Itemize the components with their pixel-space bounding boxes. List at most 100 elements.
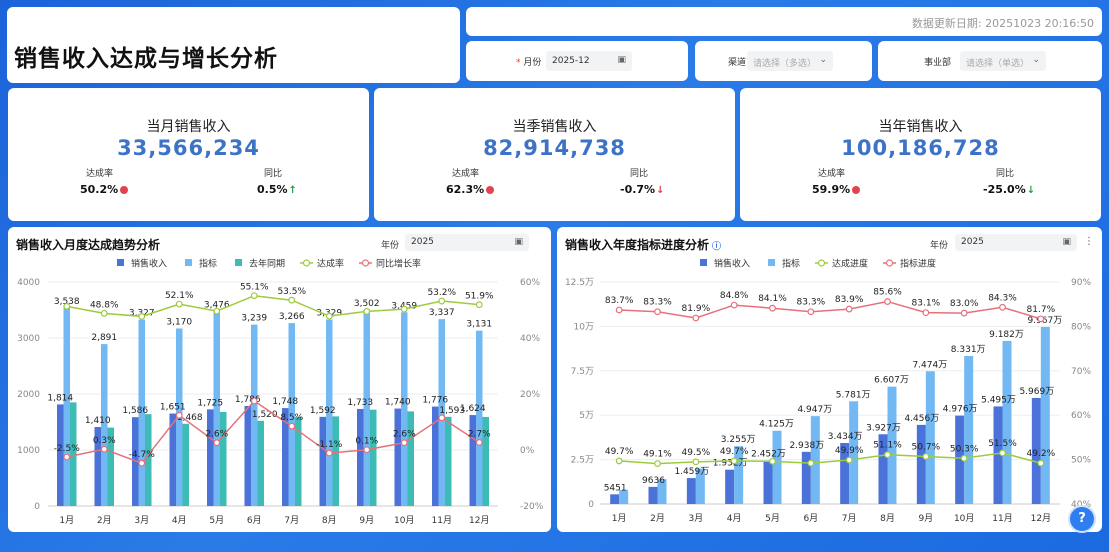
- data-label: 1,624: [460, 404, 486, 414]
- line-point: [845, 456, 853, 464]
- more-icon[interactable]: ⋮: [1084, 236, 1094, 247]
- data-label: 1,776: [422, 396, 448, 406]
- bar: [357, 408, 364, 506]
- bar: [207, 409, 214, 506]
- yoy-value: 0.5%↑: [257, 183, 297, 196]
- legend-swatch: [700, 259, 707, 266]
- x-tick: 5月: [209, 515, 224, 526]
- series-line: [619, 452, 1042, 465]
- bar: [326, 319, 333, 506]
- channel-select[interactable]: 请选择（多选） ⌄: [747, 51, 833, 71]
- line-point: [213, 439, 221, 447]
- legend-label: 达成进度: [832, 258, 868, 270]
- data-label: 8.5%: [280, 413, 303, 423]
- data-label: 3,337: [429, 308, 455, 318]
- bar: [282, 408, 289, 506]
- legend-swatch: [768, 259, 775, 266]
- y-tick-left: 2.5万: [571, 456, 594, 466]
- bar: [57, 404, 64, 506]
- rate-value: 50.2%: [80, 183, 129, 196]
- legend-label: 去年同期: [249, 258, 285, 270]
- line-point: [730, 301, 738, 309]
- x-tick: 9月: [359, 515, 374, 526]
- line-point: [769, 304, 776, 312]
- bar: [695, 468, 705, 504]
- bar: [438, 319, 445, 506]
- data-label: 1,468: [177, 413, 203, 423]
- data-label: 3.434万: [828, 432, 863, 442]
- info-icon: ⓘ: [712, 242, 722, 252]
- line-point: [363, 446, 371, 454]
- data-label: 2.452万: [751, 449, 786, 459]
- year-select[interactable]: 2025 ▣: [955, 234, 1077, 251]
- line-point: [730, 457, 738, 465]
- data-label: 84.1%: [758, 294, 787, 304]
- line-point: [615, 306, 623, 314]
- data-label: 3,266: [279, 312, 305, 322]
- line-point: [960, 309, 968, 317]
- bar: [432, 406, 439, 506]
- x-tick: 7月: [284, 515, 299, 526]
- data-label: 81.9%: [682, 304, 711, 314]
- data-label: 1,410: [85, 416, 111, 426]
- bar: [145, 414, 152, 506]
- unit-select[interactable]: 请选择（单选） ⌄: [960, 51, 1046, 71]
- data-label: 3,170: [166, 317, 192, 327]
- data-label: 1.932万: [713, 459, 748, 469]
- bar: [401, 312, 408, 506]
- data-label: 51.9%: [465, 292, 494, 302]
- bar: [840, 443, 850, 504]
- line-point: [63, 302, 71, 310]
- data-label: 2.7%: [468, 429, 491, 439]
- bar: [394, 408, 401, 506]
- help-icon[interactable]: ?: [1068, 505, 1096, 533]
- line-point: [884, 298, 891, 305]
- legend-marker: [885, 259, 894, 267]
- line-point: [692, 458, 700, 466]
- y-tick-left: 3000: [17, 334, 40, 344]
- rate-label: 达成率: [452, 169, 480, 179]
- arrow-down-icon: ↓: [656, 185, 665, 196]
- data-label: 83.3%: [643, 298, 672, 308]
- x-tick: 11月: [432, 515, 452, 526]
- y-tick-right: 20%: [520, 390, 540, 400]
- x-tick: 11月: [992, 513, 1012, 524]
- legend-label: 销售收入: [131, 258, 167, 270]
- x-tick: 6月: [803, 513, 818, 524]
- year-select[interactable]: 2025 ▣: [405, 234, 529, 251]
- x-tick: 10月: [954, 513, 974, 524]
- line-point: [175, 411, 183, 419]
- line-point: [400, 439, 408, 447]
- legend-label: 达成率: [317, 258, 344, 270]
- bar: [849, 401, 859, 504]
- bar: [648, 486, 658, 504]
- line-point: [100, 445, 108, 453]
- data-label: 49.2%: [1027, 449, 1056, 459]
- line-point: [692, 314, 700, 322]
- yoy-value: -25.0%↓: [983, 183, 1036, 196]
- bar: [916, 424, 926, 504]
- month-select[interactable]: 2025-12 ▣: [546, 51, 632, 71]
- month-label: * 月份: [516, 58, 542, 68]
- line-point: [769, 457, 776, 465]
- y-tick-right: 50%: [1071, 456, 1091, 466]
- line-point: [100, 309, 108, 317]
- data-label: 49.7%: [605, 447, 634, 457]
- calendar-icon: ▣: [617, 55, 626, 65]
- data-label: 3.255万: [721, 435, 756, 445]
- yoy-label: 同比: [264, 169, 283, 179]
- data-label: 50.3%: [950, 444, 979, 454]
- bar: [734, 446, 744, 504]
- line-point: [325, 312, 333, 320]
- data-label: 49.9%: [835, 446, 864, 456]
- line-point: [807, 459, 815, 467]
- year-label: 年份: [930, 241, 949, 251]
- x-tick: 5月: [765, 513, 780, 524]
- monthly-trend-card: 销售收入 指标 去年同期 达成率 同比增长率 0 1000 2000 3000 4000 -20% 0…: [8, 227, 551, 532]
- x-tick: 4月: [172, 515, 187, 526]
- bar: [469, 415, 476, 506]
- legend-swatch: [117, 259, 124, 266]
- update-card: 数据更新日期: 20251023 20:16:50: [466, 7, 1102, 36]
- bar: [70, 402, 77, 506]
- kpi-title: 当月销售收入: [146, 119, 231, 135]
